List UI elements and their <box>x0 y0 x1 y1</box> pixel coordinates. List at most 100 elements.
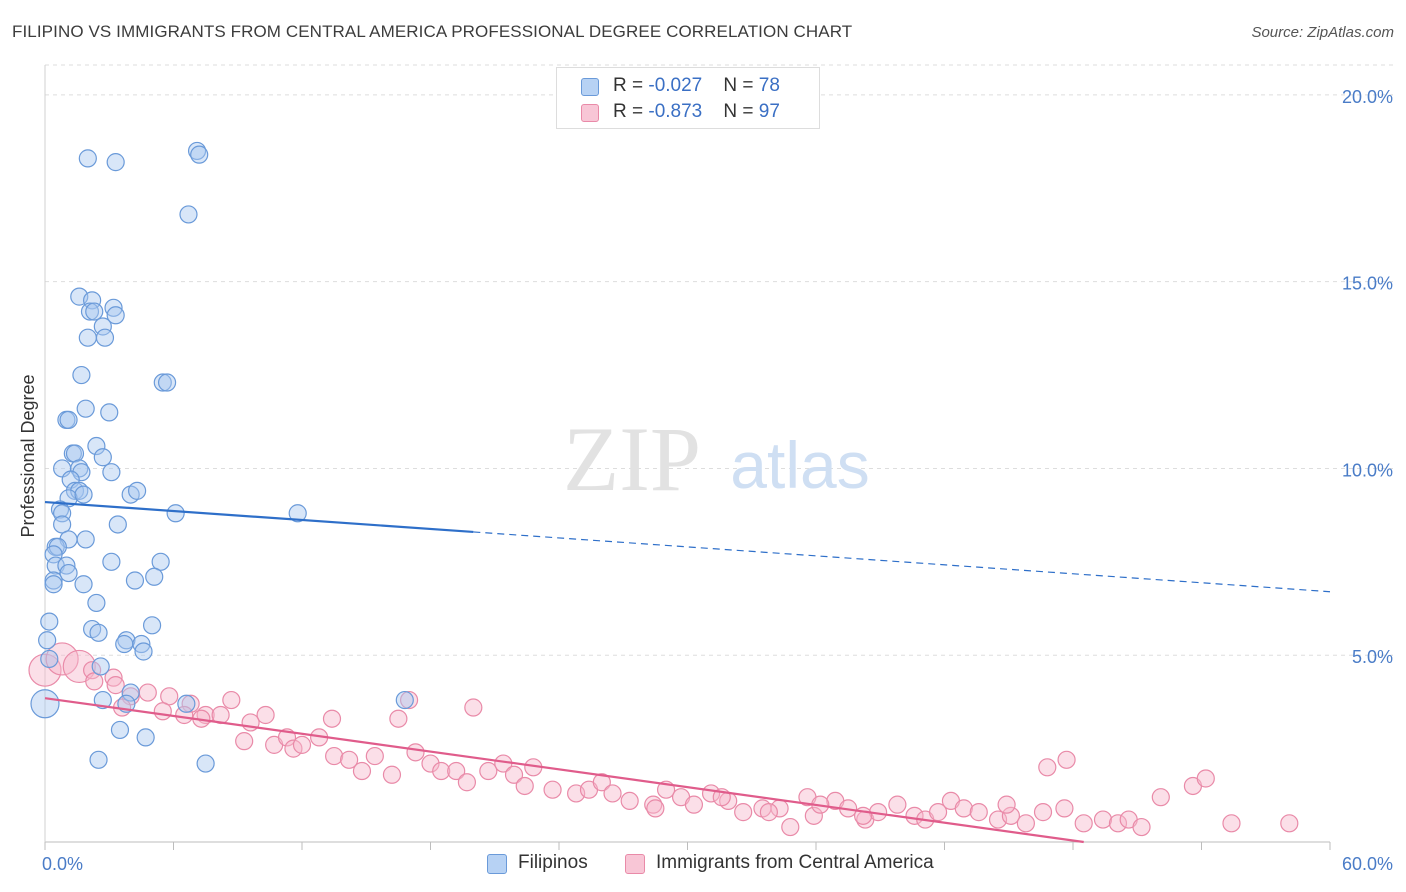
central-america-point <box>256 705 275 725</box>
central-america-point <box>432 761 451 781</box>
central-america-point <box>421 754 440 773</box>
y-tick-label: 10.0% <box>1342 460 1393 480</box>
filipino-point <box>108 515 127 534</box>
central-america-point <box>325 746 344 766</box>
filipino-point <box>142 616 162 635</box>
filipino-point <box>76 399 95 418</box>
tick-labels: 5.0% 10.0% 15.0% 20.0% 0.0% 60.0% <box>42 87 1393 874</box>
central-america-point <box>28 653 62 687</box>
filipino-point <box>65 444 85 463</box>
central-america-point <box>543 780 562 799</box>
filipino-point <box>74 575 93 594</box>
filipino-point <box>395 690 414 710</box>
central-america-point <box>62 649 96 684</box>
filipino-point <box>93 690 112 710</box>
legend-n-value: 97 <box>758 101 780 122</box>
y-axis-label: Professional Degree <box>18 374 38 537</box>
watermark-zip: ZIP <box>563 408 701 510</box>
bottom-legend-swatch-blue <box>487 854 507 874</box>
filipino-point <box>100 403 119 422</box>
filipino-point <box>72 365 91 385</box>
central-america-point <box>153 702 172 721</box>
bottom-legend-label: Filipinos <box>518 852 588 873</box>
y-tick-label: 15.0% <box>1342 274 1393 294</box>
correlation-legend: R = -0.027 N = 78 R = -0.873 N = 97 <box>556 67 820 129</box>
central-america-point <box>969 803 988 822</box>
filipino-point <box>127 481 147 500</box>
filipino-point <box>110 720 130 740</box>
filipino-point <box>44 575 63 594</box>
central-america-point <box>447 761 466 781</box>
filipino-point <box>89 623 108 642</box>
central-america-point <box>1038 758 1057 777</box>
filipino-point <box>145 567 164 586</box>
filipino-point <box>196 754 215 773</box>
central-america-point <box>235 732 254 751</box>
y-tick-label: 5.0% <box>1352 647 1393 667</box>
filipino-point <box>153 373 172 392</box>
central-america-points <box>28 642 1299 837</box>
central-america-point <box>1016 814 1035 833</box>
filipino-point <box>57 556 76 575</box>
filipino-point <box>136 728 155 747</box>
filipino-point <box>44 545 63 564</box>
filipino-points <box>30 141 414 773</box>
central-america-point <box>457 773 477 792</box>
central-america-trend-line <box>44 697 1084 844</box>
central-america-point <box>1074 814 1093 833</box>
filipino-point <box>38 631 57 650</box>
filipino-point <box>190 145 209 164</box>
central-america-point <box>1132 817 1151 837</box>
axes <box>44 65 1331 850</box>
x-tick-label: 60.0% <box>1342 854 1393 874</box>
central-america-point <box>646 799 665 818</box>
central-america-point <box>292 735 312 754</box>
filipino-point <box>115 634 134 654</box>
central-america-point <box>592 773 611 792</box>
filipino-point <box>78 328 97 347</box>
filipino-point <box>78 149 97 168</box>
filipino-point <box>102 552 121 571</box>
filipino-point <box>59 410 78 429</box>
filipino-point <box>87 593 106 613</box>
central-america-point <box>734 803 753 822</box>
filipino-point <box>93 317 112 336</box>
filipino-point <box>40 612 59 631</box>
central-america-point <box>181 694 200 713</box>
central-america-point <box>389 709 408 728</box>
central-america-point <box>1093 810 1113 829</box>
bottom-legend-swatch-pink <box>625 854 645 874</box>
filipino-point <box>102 463 121 482</box>
central-america-point <box>479 761 498 781</box>
central-america-point <box>515 776 534 796</box>
central-america-point <box>684 795 704 814</box>
filipino-point <box>121 683 140 702</box>
filipino-point <box>106 153 125 172</box>
filipino-point <box>72 463 91 482</box>
filipino-point <box>95 328 115 347</box>
filipino-point <box>83 291 102 310</box>
filipino-point <box>85 302 104 321</box>
filipino-point <box>134 642 153 661</box>
legend-swatch-blue <box>581 78 599 96</box>
central-america-point <box>1055 799 1074 818</box>
legend-n-value: 78 <box>758 75 780 96</box>
filipino-point <box>166 504 185 523</box>
filipino-point <box>288 504 307 523</box>
central-america-point <box>1001 806 1020 825</box>
source-label: Source: ZipAtlas.com <box>1251 24 1394 41</box>
central-america-point <box>781 817 800 837</box>
central-america-point <box>603 784 622 803</box>
filipino-point <box>104 298 123 317</box>
central-america-point <box>1222 814 1241 833</box>
bottom-legend-label: Immigrants from Central America <box>656 852 934 873</box>
filipino-point <box>30 689 60 719</box>
filipino-point <box>93 448 112 467</box>
central-america-point <box>620 791 639 811</box>
central-america-point <box>1280 814 1299 833</box>
chart-title: FILIPINO VS IMMIGRANTS FROM CENTRAL AMER… <box>12 22 853 41</box>
legend-n-label: N = <box>723 101 759 122</box>
filipino-point <box>179 205 198 224</box>
watermark-atlas: atlas <box>730 428 869 502</box>
